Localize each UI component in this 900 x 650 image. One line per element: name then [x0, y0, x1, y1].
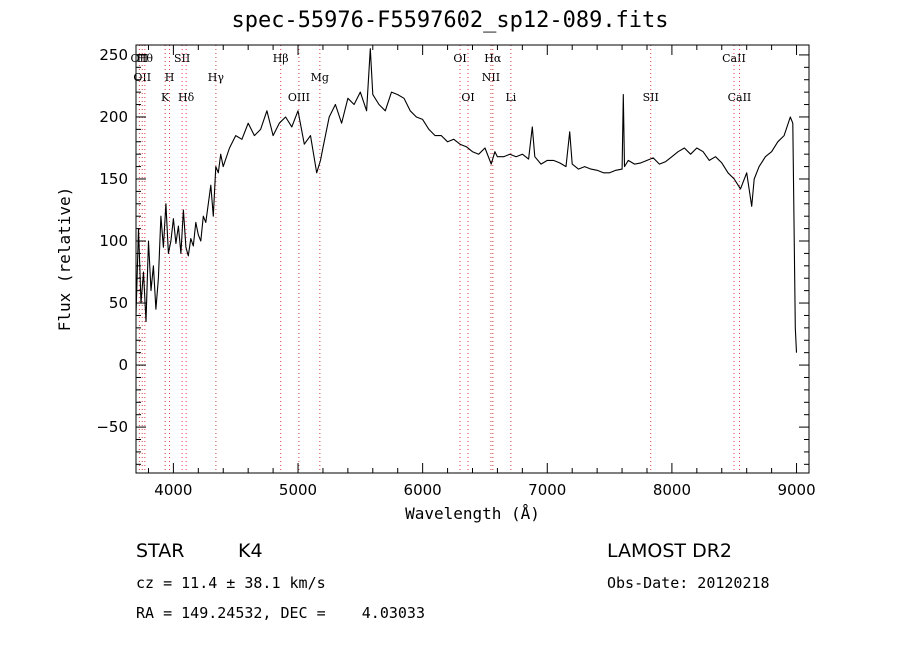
line-label-11: OI — [453, 52, 466, 65]
line-label-2: Hθ — [137, 52, 154, 65]
observation-date: Obs-Date: 20120218 — [607, 574, 770, 592]
line-label-16: SII — [643, 91, 659, 104]
line-label-5: SII — [174, 52, 190, 65]
line-label-17: CaII — [722, 52, 746, 65]
y-tick-label-150: 150 — [99, 170, 128, 188]
y-tick-label--50: −50 — [96, 418, 128, 436]
x-tick-label-4000: 4000 — [154, 481, 192, 499]
line-label-9: OIII — [288, 91, 310, 104]
line-label-14: Hα — [484, 52, 502, 65]
y-tick-label-200: 200 — [99, 108, 128, 126]
x-tick-label-6000: 6000 — [404, 481, 442, 499]
line-label-6: Hδ — [178, 91, 195, 104]
ra-dec-coordinates: RA = 149.24532, DEC = 4.03033 — [136, 604, 425, 622]
survey-name: LAMOST DR2 — [607, 540, 732, 562]
x-tick-label-5000: 5000 — [279, 481, 317, 499]
chart-title: spec-55976-F5597602_sp12-089.fits — [231, 8, 669, 33]
line-label-10: Mg — [311, 71, 329, 84]
line-label-7: Hγ — [208, 71, 225, 84]
line-label-3: K — [161, 91, 170, 104]
line-label-8: Hβ — [273, 52, 289, 65]
redshift-cz: cz = 11.4 ± 38.1 km/s — [136, 574, 326, 592]
line-label-13: NII — [482, 71, 500, 84]
object-subclass: K4 — [238, 540, 263, 562]
y-axis-label: Flux (relative) — [55, 187, 74, 332]
x-tick-label-8000: 8000 — [653, 481, 691, 499]
line-label-18: CaII — [728, 91, 752, 104]
object-class: STAR — [136, 540, 185, 562]
line-label-12: OI — [461, 91, 474, 104]
y-tick-label-100: 100 — [99, 232, 128, 250]
line-label-15: Li — [505, 91, 516, 104]
y-tick-label-50: 50 — [109, 294, 128, 312]
x-axis-label: Wavelength (Å) — [405, 504, 540, 523]
line-label-4: H — [165, 71, 175, 84]
y-tick-label-0: 0 — [118, 356, 128, 374]
line-label-1: OII — [133, 71, 151, 84]
plot-frame — [135, 44, 810, 474]
y-tick-label-250: 250 — [99, 46, 128, 64]
x-tick-label-9000: 9000 — [777, 481, 815, 499]
spectrum-line-0 — [135, 48, 798, 353]
x-tick-label-7000: 7000 — [528, 481, 566, 499]
